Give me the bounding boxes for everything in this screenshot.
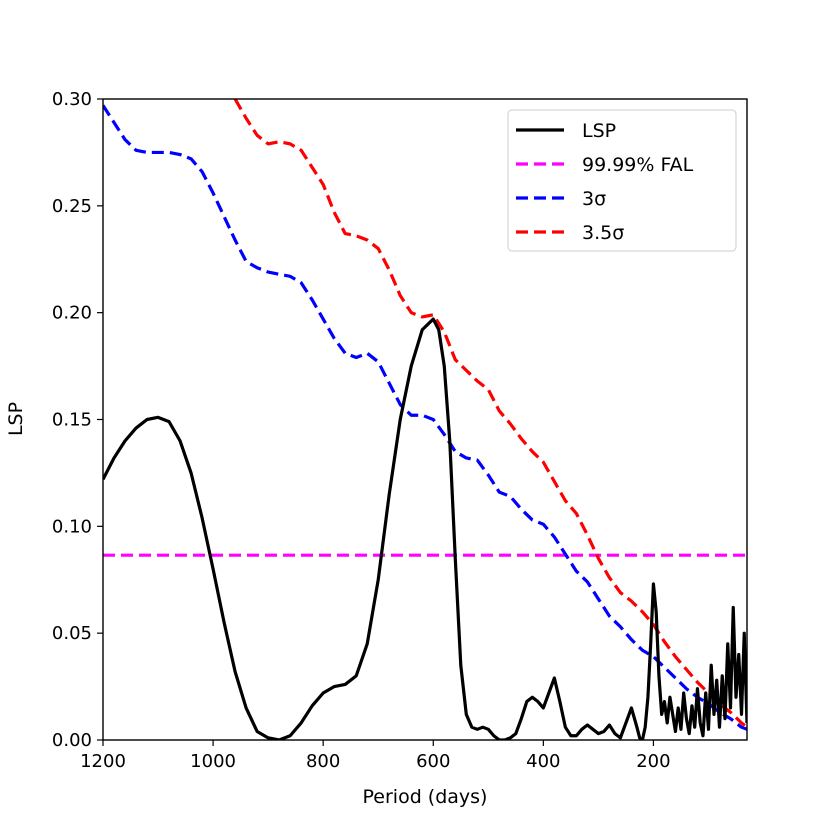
y-tick-label: 0.15: [52, 410, 92, 431]
series-line-lsp: [103, 317, 747, 740]
y-tick-label: 0.10: [52, 516, 92, 537]
x-axis: 1200 1000 800 600 400 200: [80, 740, 671, 772]
series-line-3sigma: [103, 104, 747, 731]
x-tick-label: 1000: [190, 751, 236, 772]
y-axis: 0.00 0.05 0.10 0.15 0.20 0.25 0.30: [52, 89, 103, 751]
x-tick-label: 200: [636, 751, 670, 772]
legend-label: 3.5σ: [582, 222, 624, 244]
legend-box: [507, 109, 737, 252]
x-tick-label: 1200: [80, 751, 126, 772]
legend-label: 3σ: [582, 188, 606, 210]
x-tick-label: 800: [306, 751, 340, 772]
y-tick-label: 0.25: [52, 196, 92, 217]
legend-label: LSP: [582, 120, 616, 142]
y-tick-label: 0.05: [52, 623, 92, 644]
series-layer: [103, 99, 747, 740]
x-tick-label: 600: [416, 751, 450, 772]
legend: LSP 99.99% FAL 3σ 3.5σ: [507, 109, 737, 252]
x-tick-label: 400: [526, 751, 560, 772]
y-axis-label: LSP: [5, 402, 27, 436]
legend-label: 99.99% FAL: [582, 154, 694, 176]
x-axis-label: Period (days): [363, 786, 488, 808]
y-tick-label: 0.30: [52, 89, 92, 110]
y-tick-label: 0.00: [52, 730, 92, 751]
series-line-3-5sigma: [233, 99, 747, 729]
y-tick-label: 0.20: [52, 303, 92, 324]
